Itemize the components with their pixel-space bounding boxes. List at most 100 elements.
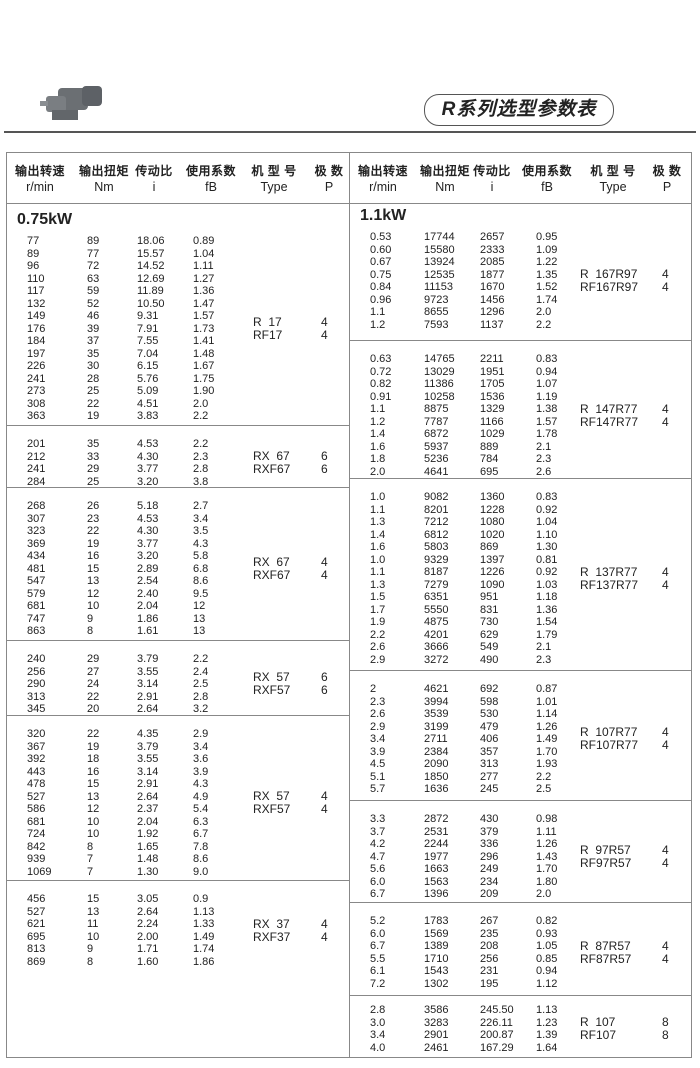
torque-cell: 35 — [87, 438, 100, 450]
service-factor-cell: 13 — [193, 625, 206, 637]
torque-cell: 7279 — [424, 578, 449, 591]
torque-cell: 8201 — [424, 503, 449, 516]
speed-cell: 323 — [27, 525, 46, 537]
torque-cell: 15 — [87, 562, 100, 575]
ratio-cell: 1329 — [480, 403, 505, 415]
pole-count: 4 — [321, 314, 328, 329]
torque-cell: 19 — [87, 537, 100, 550]
torque-cell: 39 — [87, 322, 100, 335]
ratio-cell: 6.15 — [137, 360, 159, 372]
torque-cell: 1563 — [424, 875, 449, 888]
speed-cell: 212 — [27, 450, 46, 463]
service-factor-cell: 1.39 — [536, 1029, 558, 1041]
pole-count: 4 — [321, 327, 328, 342]
torque-cell: 1663 — [424, 863, 449, 875]
torque-cell: 9 — [87, 612, 94, 625]
ratio-cell: 530 — [480, 708, 499, 720]
model-type: RF17 — [253, 327, 283, 342]
model-type: RX 57 — [253, 789, 290, 803]
ratio-cell: 10.50 — [137, 297, 165, 310]
pole-count: 4 — [321, 802, 328, 816]
service-factor-cell: 2.0 — [536, 306, 552, 318]
speed-cell: 3.7 — [370, 825, 386, 838]
speed-cell: 2.9 — [370, 653, 386, 666]
table-right-1-1kw: 输出转速 r/min 输出扭矩 Nm 传动比 i 使用系数 fB 机 型 号 Type 极 数 P 1.… — [349, 152, 692, 1058]
ratio-cell: 479 — [480, 720, 499, 733]
service-factor-cell: 3.6 — [193, 753, 209, 765]
ratio-cell: 2.91 — [137, 778, 159, 790]
speed-cell: 0.82 — [370, 378, 392, 390]
torque-cell: 28 — [87, 372, 100, 385]
torque-cell: 16 — [87, 765, 100, 778]
service-factor-cell: 3.8 — [193, 475, 209, 488]
torque-cell: 22 — [87, 690, 100, 703]
service-factor-cell: 1.64 — [536, 1041, 558, 1054]
pole-count: 4 — [662, 725, 669, 740]
speed-cell: 6.7 — [370, 888, 386, 900]
speed-cell: 0.67 — [370, 256, 392, 268]
torque-cell: 9329 — [424, 553, 449, 566]
torque-cell: 4621 — [424, 683, 449, 695]
service-factor-cell: 13 — [193, 612, 206, 625]
torque-cell: 13 — [87, 790, 100, 803]
speed-cell: 4.7 — [370, 850, 386, 863]
service-factor-cell: 1.75 — [193, 372, 215, 385]
speed-cell: 308 — [27, 397, 46, 410]
ratio-cell: 226.11 — [480, 1016, 513, 1029]
pole-count: 4 — [662, 414, 669, 429]
ratio-cell: 9.31 — [137, 310, 159, 322]
service-factor-cell: 2.6 — [536, 465, 552, 478]
torque-cell: 22 — [87, 397, 100, 410]
service-factor-cell: 1.11 — [193, 260, 214, 272]
ratio-cell: 406 — [480, 733, 499, 745]
speed-cell: 313 — [27, 690, 46, 703]
service-factor-cell: 0.94 — [536, 965, 558, 977]
speed-cell: 0.53 — [370, 231, 392, 243]
ratio-cell: 245.50 — [480, 1004, 514, 1016]
torque-cell: 1543 — [424, 965, 449, 977]
gear-motor-image — [40, 86, 102, 120]
model-type: R 107R77 — [580, 725, 638, 740]
model-type: RF87R57 — [580, 951, 632, 966]
service-factor-cell: 1.05 — [536, 940, 558, 952]
ratio-cell: 3.14 — [137, 765, 159, 778]
model-section: 2.8 3586 245.50 1.13 3.0 3283 226.11 1.23 3.4 290… — [350, 996, 691, 1059]
speed-cell: 3.9 — [370, 745, 386, 758]
torque-cell: 27 — [87, 665, 100, 678]
speed-cell: 0.72 — [370, 365, 392, 378]
ratio-cell: 11.89 — [137, 285, 164, 297]
torque-cell: 23 — [87, 512, 100, 525]
torque-cell: 2461 — [424, 1041, 449, 1054]
column-header-en: i — [152, 180, 156, 194]
service-factor-cell: 1.14 — [536, 708, 558, 720]
ratio-cell: 1.86 — [137, 612, 159, 625]
model-type: RX 67 — [253, 449, 290, 463]
table-header: 输出转速 r/min 输出扭矩 Nm 传动比 i 使用系数 fB 机 型 号 Type 极 数 P — [350, 153, 691, 204]
model-type: RXF57 — [253, 802, 291, 816]
torque-cell: 1302 — [424, 977, 449, 990]
column-header-en: r/min — [369, 180, 397, 194]
speed-cell: 256 — [27, 665, 46, 678]
ratio-cell: 12.69 — [137, 272, 165, 285]
service-factor-cell: 6.7 — [193, 828, 209, 840]
service-factor-cell: 1.01 — [536, 695, 558, 708]
speed-cell: 345 — [27, 703, 46, 715]
speed-cell: 547 — [27, 575, 46, 587]
ratio-cell: 1.61 — [137, 625, 159, 637]
service-factor-cell: 1.36 — [193, 285, 215, 297]
torque-cell: 2711 — [424, 733, 448, 745]
service-factor-cell: 4.9 — [193, 790, 209, 803]
service-factor-cell: 0.81 — [536, 553, 558, 566]
speed-cell: 1.2 — [370, 318, 386, 331]
ratio-cell: 951 — [480, 591, 499, 603]
ratio-cell: 1029 — [480, 428, 505, 440]
speed-cell: 6.7 — [370, 940, 386, 952]
torque-cell: 1783 — [424, 915, 449, 927]
torque-cell: 2901 — [424, 1029, 449, 1041]
power-rating: 0.75kW — [17, 211, 73, 228]
speed-cell: 1.1 — [370, 566, 386, 578]
torque-cell: 4201 — [424, 628, 449, 641]
column-header-zh: 输出转速 — [14, 164, 65, 178]
ratio-cell: 313 — [480, 758, 499, 770]
ratio-cell: 3.05 — [137, 893, 159, 905]
